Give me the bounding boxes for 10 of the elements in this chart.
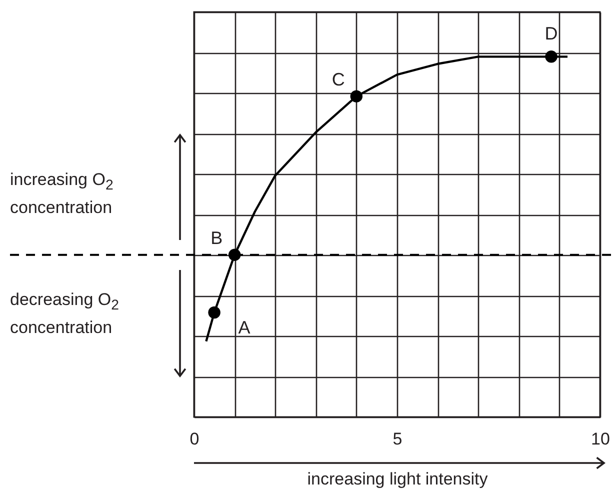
- x-tick-label: 0: [190, 430, 200, 448]
- annotation: C: [332, 69, 345, 90]
- annotation: B: [210, 228, 223, 248]
- x-axis-title: increasing light intensity: [307, 470, 488, 488]
- x-tick-label: 10: [591, 430, 610, 448]
- annotation: D: [544, 24, 558, 44]
- text: increasing O$_{2}$ concentration: [10, 169, 114, 219]
- x-tick-label: 5: [392, 430, 402, 448]
- text: decreasing O$_{2}$ concentration: [10, 289, 120, 339]
- annotation: A: [238, 318, 250, 338]
